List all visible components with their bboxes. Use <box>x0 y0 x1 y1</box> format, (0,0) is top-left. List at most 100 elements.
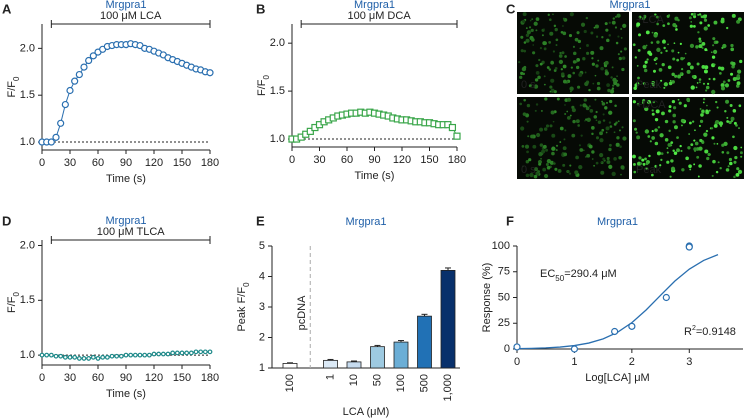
cell <box>685 156 689 161</box>
cell <box>553 24 557 28</box>
cell <box>525 114 529 118</box>
y-axis-label: Response (%) <box>481 263 493 333</box>
cell <box>645 167 648 170</box>
y-tick-label: 0 <box>504 343 510 355</box>
cell <box>600 170 605 175</box>
cell <box>546 66 550 69</box>
cell <box>689 168 692 171</box>
cell <box>571 108 576 113</box>
cell <box>562 17 566 20</box>
y-tick-label: 2.0 <box>270 37 285 49</box>
cell <box>708 77 711 81</box>
cell <box>586 153 591 158</box>
cell <box>575 65 580 70</box>
cell <box>519 102 523 106</box>
cell <box>701 140 705 144</box>
cell <box>550 60 555 65</box>
cell <box>694 129 696 132</box>
cell <box>576 57 581 62</box>
cell <box>623 47 627 51</box>
x-tick-label: 150 <box>173 157 191 169</box>
cell <box>535 103 539 106</box>
point <box>628 322 636 330</box>
cell <box>595 110 598 114</box>
x-tick-label: 0 <box>514 356 520 368</box>
cell <box>534 109 537 112</box>
cell <box>725 168 730 172</box>
cell <box>645 162 649 166</box>
cell <box>668 109 672 113</box>
cell <box>611 66 614 69</box>
cell <box>637 76 640 80</box>
cell <box>705 69 707 72</box>
cell <box>738 127 740 130</box>
cell <box>689 65 694 70</box>
cell <box>525 27 528 29</box>
cell <box>701 64 706 69</box>
cell <box>550 88 555 94</box>
cell <box>653 33 658 38</box>
y-axis-label: F/F0 <box>6 291 21 313</box>
cell <box>688 164 692 168</box>
cell <box>733 175 736 179</box>
x-tick-label: 50 <box>371 374 383 386</box>
marker <box>67 354 73 360</box>
cell <box>532 144 537 149</box>
cell <box>539 127 544 132</box>
cell <box>686 97 691 102</box>
cell <box>618 156 622 160</box>
y-tick-label: 1.5 <box>20 294 35 306</box>
cell <box>566 97 572 102</box>
cell <box>549 124 553 128</box>
marker <box>118 353 124 359</box>
cell <box>601 36 604 39</box>
cell <box>586 51 590 55</box>
cell <box>651 130 654 133</box>
y-tick-label: 1.5 <box>270 85 285 97</box>
cell <box>722 80 726 84</box>
cell <box>545 148 549 152</box>
x-tick-label: 120 <box>145 372 163 384</box>
cell <box>542 41 547 46</box>
cell <box>588 105 591 108</box>
cell <box>711 136 715 140</box>
marker <box>80 63 88 71</box>
marker <box>151 351 157 357</box>
cell <box>543 83 546 86</box>
cell <box>564 104 566 106</box>
cell <box>575 119 580 124</box>
cell <box>620 173 622 176</box>
cell <box>538 58 541 62</box>
y-tick-label: 4 <box>259 270 265 282</box>
cell <box>534 78 539 82</box>
cell <box>563 138 566 141</box>
cell <box>706 104 708 107</box>
x-tick-label: 90 <box>120 372 132 384</box>
cell <box>612 17 615 20</box>
x-tick-label: 60 <box>92 372 104 384</box>
panel-title: Mrgpra1 <box>597 216 638 228</box>
cell <box>679 72 683 75</box>
cell <box>698 124 701 128</box>
cell <box>690 21 693 23</box>
cell <box>528 84 532 88</box>
cell <box>705 109 709 113</box>
cell <box>636 64 639 67</box>
y-tick-label: 1.0 <box>20 349 35 361</box>
cell <box>616 136 620 140</box>
point <box>662 293 670 302</box>
cell <box>591 150 595 154</box>
cell <box>605 28 609 32</box>
cell <box>572 60 577 64</box>
panel-title: Mrgpra1 <box>354 0 395 11</box>
cell <box>669 175 672 178</box>
y-axis-label-main: Response (%) <box>481 263 493 333</box>
y-axis-label: F/F0 <box>6 76 21 98</box>
y-tick-label: 25 <box>498 317 510 329</box>
cell <box>696 62 700 66</box>
cell <box>671 99 676 104</box>
cell <box>530 28 534 33</box>
cell <box>542 144 547 149</box>
y-axis-label-main: F/F <box>256 79 268 96</box>
r2-sup: 2 <box>692 325 696 332</box>
